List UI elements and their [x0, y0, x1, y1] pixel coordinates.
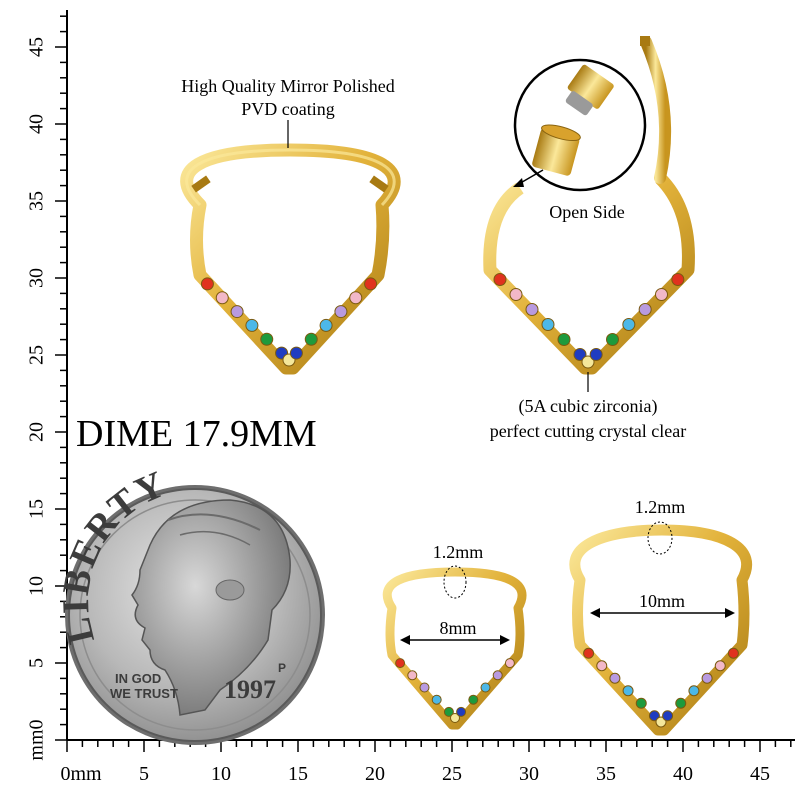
- gem: [349, 291, 363, 305]
- roosevelt-profile: [131, 499, 291, 716]
- gem-row: [493, 273, 685, 369]
- gem: [701, 672, 713, 684]
- gem: [573, 348, 587, 361]
- ring-open-side: [483, 36, 695, 375]
- ruler-x-label: 20: [365, 763, 385, 785]
- coating-label-line2: PVD coating: [241, 99, 335, 119]
- gem: [622, 318, 636, 331]
- ring-large-10mm: [569, 521, 753, 736]
- gem: [215, 291, 229, 305]
- gem: [688, 685, 700, 697]
- gem: [289, 346, 303, 360]
- coin-motto-line2: WE TRUST: [110, 686, 178, 701]
- ruler-y-label: 10: [26, 576, 48, 596]
- zirconia-label-line1: (5A cubic zirconia): [519, 396, 658, 417]
- gem: [504, 658, 515, 669]
- ruler-y-label: 30: [26, 268, 48, 288]
- gem: [525, 303, 539, 316]
- gem: [319, 318, 333, 332]
- ring-small-8mm: [382, 565, 527, 730]
- gem-row: [200, 277, 378, 367]
- gem: [581, 355, 595, 369]
- ruler-x-label: 5: [139, 763, 149, 785]
- gem: [727, 647, 739, 659]
- gem: [443, 706, 454, 717]
- ruler-y-label: 25: [26, 345, 48, 365]
- coin-mint-mark: P: [278, 661, 286, 675]
- gem: [480, 682, 491, 693]
- gem: [468, 694, 479, 705]
- large-width-label: 10mm: [639, 591, 685, 611]
- gem: [589, 348, 603, 361]
- ruler-y-label: 20: [26, 422, 48, 442]
- gem: [493, 273, 507, 286]
- gem: [419, 682, 430, 693]
- gem: [541, 318, 555, 331]
- open-side-label: Open Side: [549, 202, 625, 222]
- ruler-y-label: mm0: [26, 719, 48, 760]
- clasp-magnifier: [513, 58, 647, 192]
- gem: [648, 710, 660, 722]
- gem: [655, 716, 667, 728]
- gem: [509, 288, 523, 301]
- ruler-y-label: 35: [26, 191, 48, 211]
- zirconia-label-line2: perfect cutting crystal clear: [490, 421, 686, 441]
- gem: [606, 333, 619, 346]
- ruler-labels: mm0 5 10 15 20 25 30 35 40 45 0mm 5 10 15 20 25 30 35 40 45: [26, 37, 770, 785]
- gem: [407, 670, 418, 681]
- gem: [635, 697, 647, 709]
- gem: [492, 670, 503, 681]
- ring-closed-front: [180, 143, 401, 375]
- gem: [662, 710, 674, 722]
- gem: [638, 303, 652, 316]
- gem: [395, 658, 406, 669]
- gem-row: [583, 647, 739, 728]
- gem: [230, 305, 244, 319]
- gem: [583, 647, 595, 659]
- gem: [609, 672, 621, 684]
- gem: [245, 318, 259, 332]
- dime-size-label: DIME 17.9MM: [76, 413, 317, 455]
- ruler-x-label: 45: [750, 763, 770, 785]
- gem: [260, 332, 274, 346]
- large-thickness-label: 1.2mm: [635, 497, 686, 517]
- ruler-x-label: 25: [442, 763, 462, 785]
- small-thickness-label: 1.2mm: [433, 542, 484, 562]
- gem: [671, 273, 685, 286]
- gem: [675, 697, 687, 709]
- ruler-x-label: 40: [673, 763, 693, 785]
- gem: [622, 685, 634, 697]
- coin-year: 1997: [224, 675, 276, 704]
- gem: [364, 277, 378, 291]
- gem: [334, 305, 348, 319]
- gem: [304, 332, 318, 346]
- ruler-x-label: 35: [596, 763, 616, 785]
- gem: [200, 277, 214, 291]
- ruler-x-label: 30: [519, 763, 539, 785]
- ruler-x-label: 10: [211, 763, 231, 785]
- dime-coin: LIBERTY IN GOD WE TRUST 1997 P: [55, 463, 325, 745]
- gem: [450, 713, 460, 723]
- ruler-y-label: 40: [26, 114, 48, 134]
- gem: [655, 288, 668, 301]
- gem: [456, 706, 467, 717]
- ruler-y-label: 45: [26, 37, 48, 57]
- gem: [714, 660, 726, 672]
- ruler-y-label: 5: [26, 658, 48, 668]
- gem: [431, 694, 442, 705]
- coin-motto-line1: IN GOD: [115, 671, 161, 686]
- ruler-x-label: 0mm: [60, 763, 102, 785]
- coating-label-line1: High Quality Mirror Polished: [181, 76, 395, 96]
- small-width-label: 8mm: [439, 618, 476, 638]
- ruler-y-label: 15: [26, 499, 48, 519]
- gem: [596, 660, 608, 672]
- gem: [557, 333, 571, 346]
- gem-row: [395, 658, 515, 723]
- ruler-x-label: 15: [288, 763, 308, 785]
